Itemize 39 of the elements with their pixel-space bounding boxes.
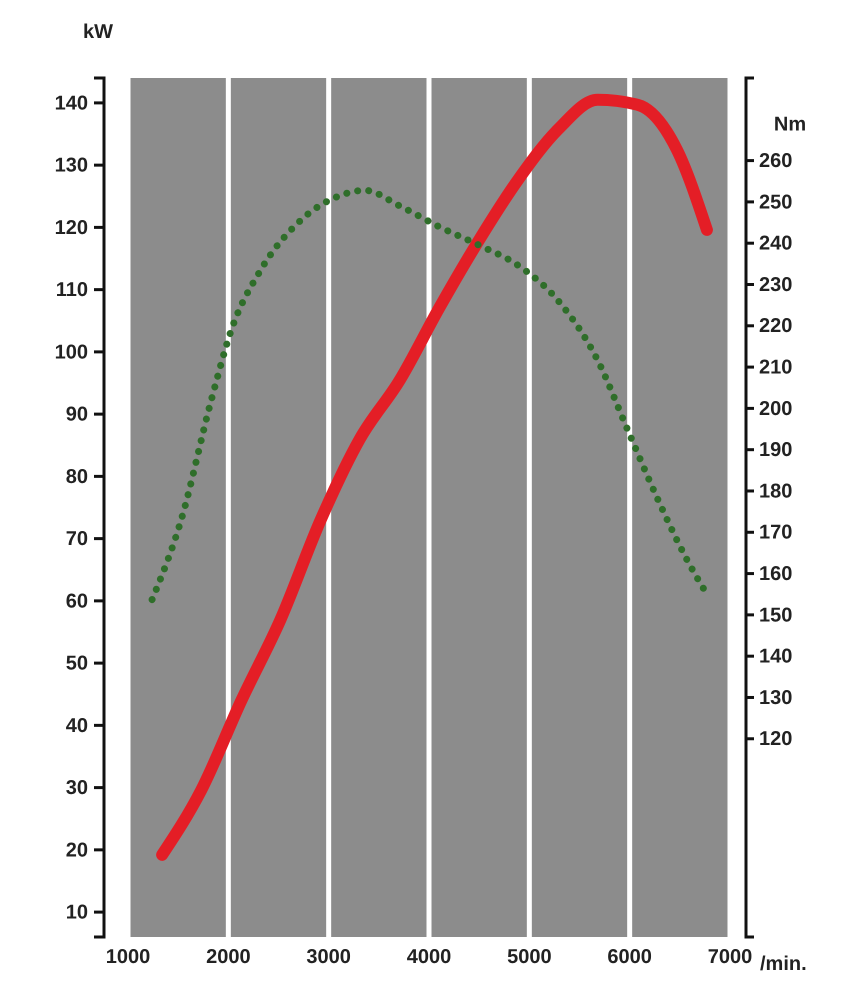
y2-tick-label: 210 [759,356,792,378]
y2-tick-label: 170 [759,522,792,544]
x-tick-label: 7000 [708,946,752,968]
y-tick-label: 70 [66,528,88,550]
x-tick-label: 2000 [206,946,251,968]
y2-tick-label: 250 [759,191,792,214]
y-tick-label: 20 [66,839,88,862]
y-axis-title: kW [83,21,114,43]
x-tick-label: 5000 [507,946,552,968]
y-tick-label: 40 [66,714,88,737]
x-tick-label: 3000 [306,946,351,968]
y2-tick-label: 130 [759,686,792,709]
x-tick-label: 1000 [106,946,150,968]
x-axis-title: /min. [760,953,807,975]
y-tick-label: 110 [56,279,88,302]
y2-tick-label: 260 [759,150,792,172]
y2-tick-label: 200 [759,398,792,420]
y2-tick-label: 240 [759,232,792,255]
y-tick-label: 60 [66,590,88,612]
y2-tick-label: 220 [759,315,792,338]
y-tick-label: 120 [54,216,88,239]
y-tick-label: 10 [66,902,88,924]
x-tick-label: 6000 [607,946,652,968]
y2-tick-label: 190 [759,439,792,462]
y2-tick-label: 150 [759,604,792,626]
y2-tick-label: 180 [759,480,792,502]
x-tick-label: 4000 [406,946,452,968]
y-tick-label: 140 [54,92,88,114]
y-tick-label: 80 [66,466,88,488]
y2-tick-label: 140 [759,646,792,668]
y-tick-label: 90 [66,404,88,426]
y2-axis-title: Nm [774,114,806,136]
y-tick-label: 50 [66,652,88,675]
y-tick-label: 130 [54,154,88,177]
y2-tick-label: 230 [759,274,792,296]
y-tick-label: 100 [54,341,88,364]
y-tick-label: 30 [66,777,88,800]
y2-tick-label: 120 [759,728,792,750]
y2-tick-label: 160 [759,562,792,585]
